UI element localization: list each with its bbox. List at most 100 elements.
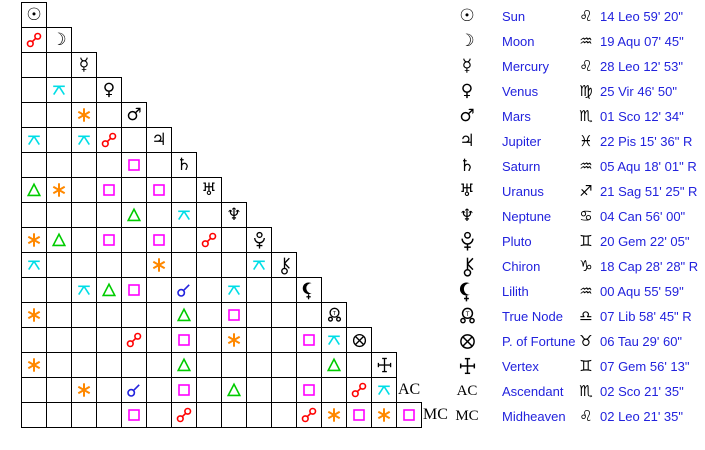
planet-glyph-cell	[448, 254, 486, 279]
trine-aspect-icon	[126, 207, 142, 223]
aspect-cell-vertex-venus	[96, 352, 122, 378]
square-aspect-icon	[126, 282, 142, 298]
aspect-cell-fortune-venus	[96, 327, 122, 353]
aspect-cell-ac-moon	[46, 377, 72, 403]
planet-glyph-cell	[448, 279, 486, 304]
aspect-cell-node-mercury	[71, 302, 97, 328]
aspect-cell-node-pluto	[246, 302, 272, 328]
quincunx-aspect-icon	[26, 257, 42, 273]
fortune-icon	[352, 331, 367, 350]
square-aspect-icon	[126, 407, 142, 423]
aspect-cell-fortune-lilith	[296, 327, 322, 353]
aspect-cell-node-sun	[21, 302, 47, 328]
square-aspect-icon	[176, 382, 192, 398]
sign-vir-glyph: ♍	[579, 82, 593, 100]
table-row-venus: ♀ Venus ♍ 25 Vir 46' 50"	[448, 79, 705, 104]
sign-gem-glyph: ♊	[579, 232, 593, 250]
opposition-aspect-icon	[176, 407, 192, 423]
aspect-cell-node-moon	[46, 302, 72, 328]
opposition-aspect-icon	[101, 132, 117, 148]
sign-leo-glyph: ♌	[579, 7, 593, 25]
sextile-aspect-icon	[226, 332, 242, 348]
position-value: 20 Gem 22' 05"	[600, 234, 690, 249]
aspect-cell-mc-fortune	[346, 402, 372, 428]
aspectarian-grid: ☉ ☽ ☿ ♀ ♂ ♃ ♄ ♅ ♆ T AC MC	[21, 2, 448, 428]
planet-glyph-cell	[448, 329, 486, 354]
position-value: 05 Aqu 18' 01" R	[600, 159, 697, 174]
planet-name: Midheaven	[502, 409, 566, 424]
aspect-cell-mercury-moon	[46, 52, 72, 78]
aspect-cell-pluto-moon	[46, 227, 72, 253]
aspect-cell-fortune-saturn	[171, 327, 197, 353]
table-row-mercury: ☿ Mercury ♌ 28 Leo 12' 53"	[448, 54, 705, 79]
aspect-cell-venus-mercury	[71, 77, 97, 103]
quincunx-aspect-icon	[326, 332, 342, 348]
aspect-cell-mc-sun	[21, 402, 47, 428]
aspect-cell-mars-venus	[96, 102, 122, 128]
table-row-fortune: P. of Fortune ♉ 06 Tau 29' 60"	[448, 329, 705, 354]
aspect-cell-mc-ac	[396, 402, 422, 428]
aspect-cell-mc-node	[321, 402, 347, 428]
aspect-cell-vertex-pluto	[246, 352, 272, 378]
aspect-cell-lilith-uranus	[196, 277, 222, 303]
square-aspect-icon	[351, 407, 367, 423]
aspect-cell-venus-sun	[21, 77, 47, 103]
quincunx-aspect-icon	[51, 82, 67, 98]
node-icon: T	[327, 306, 342, 325]
opposition-aspect-icon	[201, 232, 217, 248]
vertex-icon	[377, 356, 392, 375]
diagonal-cell-neptune: ♆	[221, 202, 247, 228]
aspect-cell-uranus-saturn	[171, 177, 197, 203]
sextile-aspect-icon	[51, 182, 67, 198]
position-value: 19 Aqu 07' 45"	[600, 34, 684, 49]
aspect-cell-fortune-mars	[121, 327, 147, 353]
conjunction-aspect-icon	[176, 282, 192, 298]
planet-name: Lilith	[502, 284, 529, 299]
aspect-cell-node-chiron	[271, 302, 297, 328]
sextile-aspect-icon	[26, 357, 42, 373]
aspect-cell-mc-mercury	[71, 402, 97, 428]
aspect-cell-vertex-node	[321, 352, 347, 378]
sign-tau-glyph: ♉	[579, 332, 593, 350]
aspect-cell-fortune-mercury	[71, 327, 97, 353]
planet-glyph-cell: ♃	[459, 131, 475, 151]
aspect-cell-fortune-pluto	[246, 327, 272, 353]
sign-aqu-glyph: ♒	[579, 32, 593, 50]
sextile-aspect-icon	[326, 407, 342, 423]
table-row-neptune: ♆ Neptune ♋ 04 Can 56' 00"	[448, 204, 705, 229]
opposition-aspect-icon	[351, 382, 367, 398]
aspect-cell-venus-moon	[46, 77, 72, 103]
table-row-saturn: ♄ Saturn ♒ 05 Aqu 18' 01" R	[448, 154, 705, 179]
aspect-cell-vertex-uranus	[196, 352, 222, 378]
aspect-cell-fortune-jupiter	[146, 327, 172, 353]
aspect-cell-mars-sun	[21, 102, 47, 128]
sign-leo-glyph: ♌	[579, 407, 593, 425]
sextile-aspect-icon	[76, 107, 92, 123]
sign-lib-glyph: ♎	[579, 307, 593, 325]
aspect-cell-chiron-pluto	[246, 252, 272, 278]
trine-aspect-icon	[26, 182, 42, 198]
aspect-cell-mc-mars	[121, 402, 147, 428]
aspect-cell-mc-venus	[96, 402, 122, 428]
table-row-node: T True Node ♎ 07 Lib 58' 45" R	[448, 304, 705, 329]
aspect-cell-node-jupiter	[146, 302, 172, 328]
square-aspect-icon	[151, 182, 167, 198]
quincunx-aspect-icon	[226, 282, 242, 298]
mc-corner-label: MC	[423, 406, 448, 423]
aspect-cell-lilith-venus	[96, 277, 122, 303]
aspect-cell-vertex-neptune	[221, 352, 247, 378]
aspect-cell-lilith-pluto	[246, 277, 272, 303]
planet-name: Pluto	[502, 234, 532, 249]
aspect-cell-vertex-mercury	[71, 352, 97, 378]
diagonal-cell-lilith	[296, 277, 322, 303]
aspect-cell-uranus-venus	[96, 177, 122, 203]
aspect-cell-chiron-mercury	[71, 252, 97, 278]
aspect-cell-uranus-jupiter	[146, 177, 172, 203]
aspect-cell-vertex-saturn	[171, 352, 197, 378]
ac-corner-label: AC	[398, 381, 421, 398]
aspect-cell-node-saturn	[171, 302, 197, 328]
sextile-aspect-icon	[76, 382, 92, 398]
position-value: 04 Can 56' 00"	[600, 209, 686, 224]
sextile-aspect-icon	[26, 232, 42, 248]
table-row-mars: ♂ Mars ♏ 01 Sco 12' 34"	[448, 104, 705, 129]
